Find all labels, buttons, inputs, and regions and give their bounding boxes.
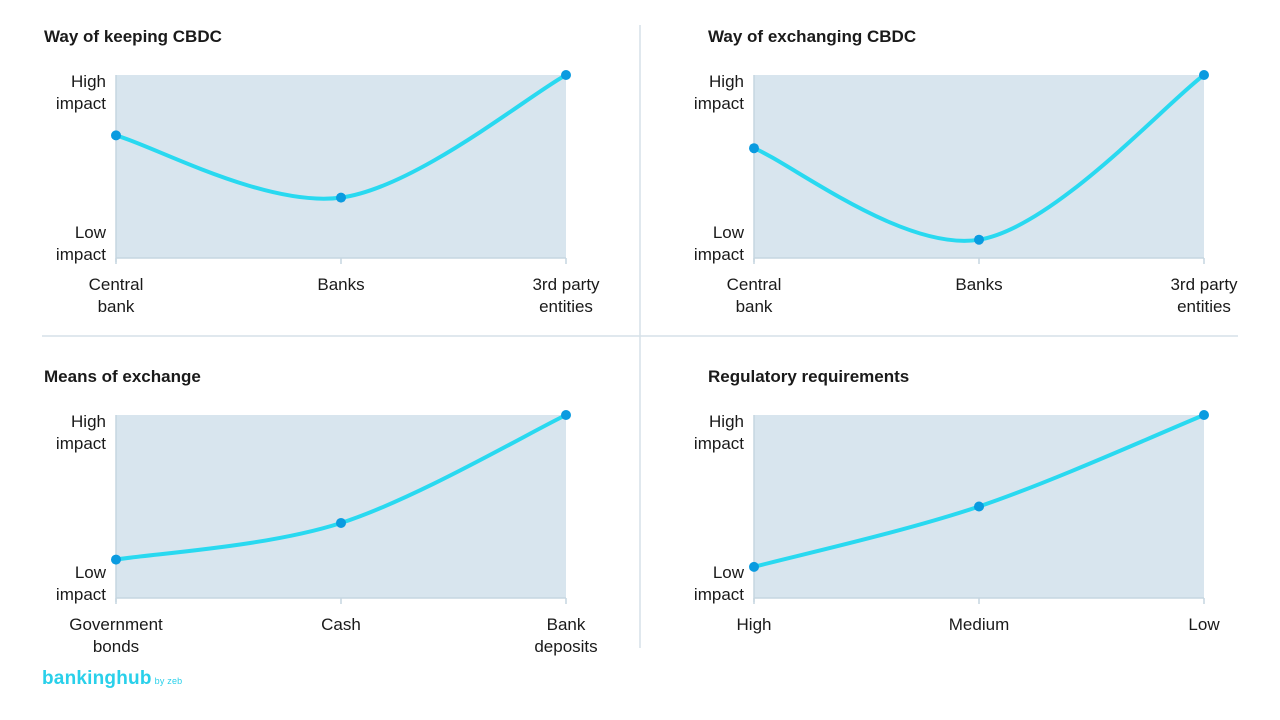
data-point-1-1 <box>111 130 121 141</box>
chart-title-1: Way of keeping CBDC <box>44 27 222 46</box>
data-point-4-2 <box>974 501 984 512</box>
chart-title-2: Way of exchanging CBDC <box>708 27 916 46</box>
x-tick-label-3-3: Bank deposits <box>534 615 597 656</box>
y-tick-low-1: Low impact <box>56 223 107 264</box>
y-tick-low-4: Low impact <box>694 563 745 604</box>
plot-area-2 <box>754 75 1204 258</box>
x-tick-label-1-3: 3rd party entities <box>532 275 600 316</box>
x-tick-label-2-3: 3rd party entities <box>1170 275 1238 316</box>
x-tick-label-4-3: Low <box>1188 615 1220 634</box>
data-point-3-3 <box>561 410 571 420</box>
x-tick-label-2-1: Central bank <box>727 275 782 316</box>
x-tick-label-3-1: Government bonds <box>69 615 163 656</box>
chart-title-3: Means of exchange <box>44 367 201 386</box>
data-point-3-1 <box>111 554 121 565</box>
x-tick-label-3-2: Cash <box>321 615 361 634</box>
data-point-2-3 <box>1199 70 1209 80</box>
brand-name-b: hub <box>116 668 152 689</box>
y-tick-high-4: High impact <box>694 412 744 453</box>
brand-suffix: by zeb <box>154 676 183 686</box>
data-point-2-2 <box>974 234 984 245</box>
y-tick-high-2: High impact <box>694 72 744 113</box>
data-point-3-2 <box>336 517 346 528</box>
plot-area-1 <box>116 75 566 258</box>
plot-area-3 <box>116 415 566 598</box>
x-tick-label-1-1: Central bank <box>89 275 144 316</box>
data-point-4-1 <box>749 561 759 572</box>
x-tick-label-4-1: High <box>737 615 772 634</box>
brand-logo: bankinghub by zeb <box>42 668 182 690</box>
chart-title-4: Regulatory requirements <box>708 367 909 386</box>
data-point-1-3 <box>561 70 571 80</box>
y-tick-low-2: Low impact <box>694 223 745 264</box>
data-point-1-2 <box>336 192 346 203</box>
data-point-2-1 <box>749 143 759 154</box>
data-point-4-3 <box>1199 410 1209 420</box>
x-tick-label-2-2: Banks <box>955 275 1002 294</box>
y-tick-high-3: High impact <box>56 412 106 453</box>
x-tick-label-1-2: Banks <box>317 275 364 294</box>
y-tick-low-3: Low impact <box>56 563 107 604</box>
y-tick-high-1: High impact <box>56 72 106 113</box>
brand-name-a: banking <box>42 668 117 689</box>
x-tick-label-4-2: Medium <box>949 615 1009 634</box>
